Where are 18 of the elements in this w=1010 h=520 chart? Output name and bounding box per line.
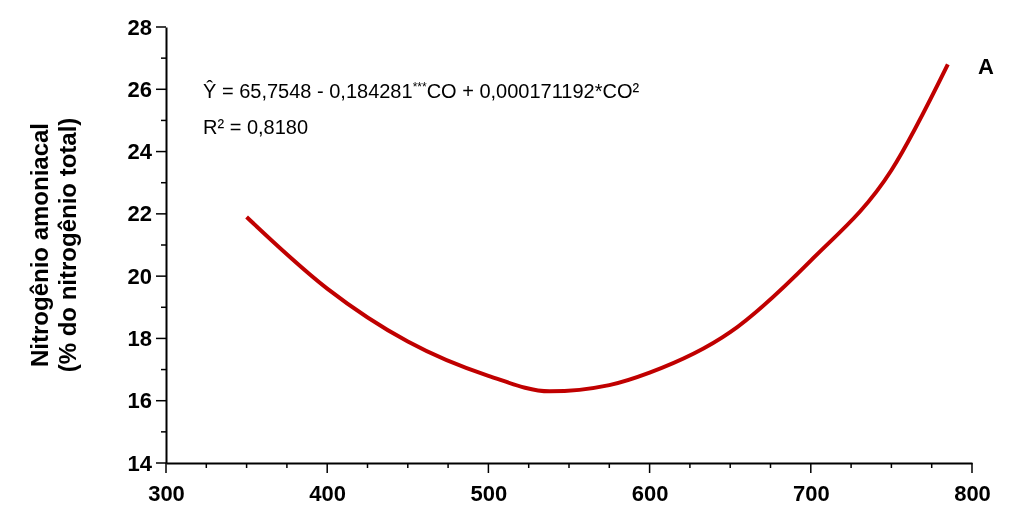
x-tick-label: 400 (309, 480, 347, 506)
y-axis-title: Nitrogênio amoniacal (% do nitrogênio total) (26, 117, 81, 373)
x-tick-label: 700 (792, 480, 830, 506)
annotation: Ŷ = 65,7548 - 0,184281$^{***}$CO + 0,000171192*CO² (203, 80, 640, 102)
y-tick-label: 24 (127, 139, 153, 165)
annotation: R² = 0,8180 (203, 116, 309, 138)
text: A (978, 54, 994, 79)
x-tick-label: 800 (954, 480, 991, 506)
y-tick-label: 16 (127, 388, 152, 414)
y-tick-label: 26 (127, 76, 152, 102)
x-tick-label: 500 (470, 480, 508, 506)
y-tick-label: 14 (127, 450, 153, 476)
y-tick-label: 18 (127, 325, 152, 351)
y-tick-label: 20 (127, 263, 152, 289)
y-tick-label: 28 (127, 14, 152, 40)
y-tick-label: 22 (127, 201, 152, 227)
x-tick-label: 600 (631, 480, 669, 506)
x-tick-label: 300 (148, 480, 185, 506)
